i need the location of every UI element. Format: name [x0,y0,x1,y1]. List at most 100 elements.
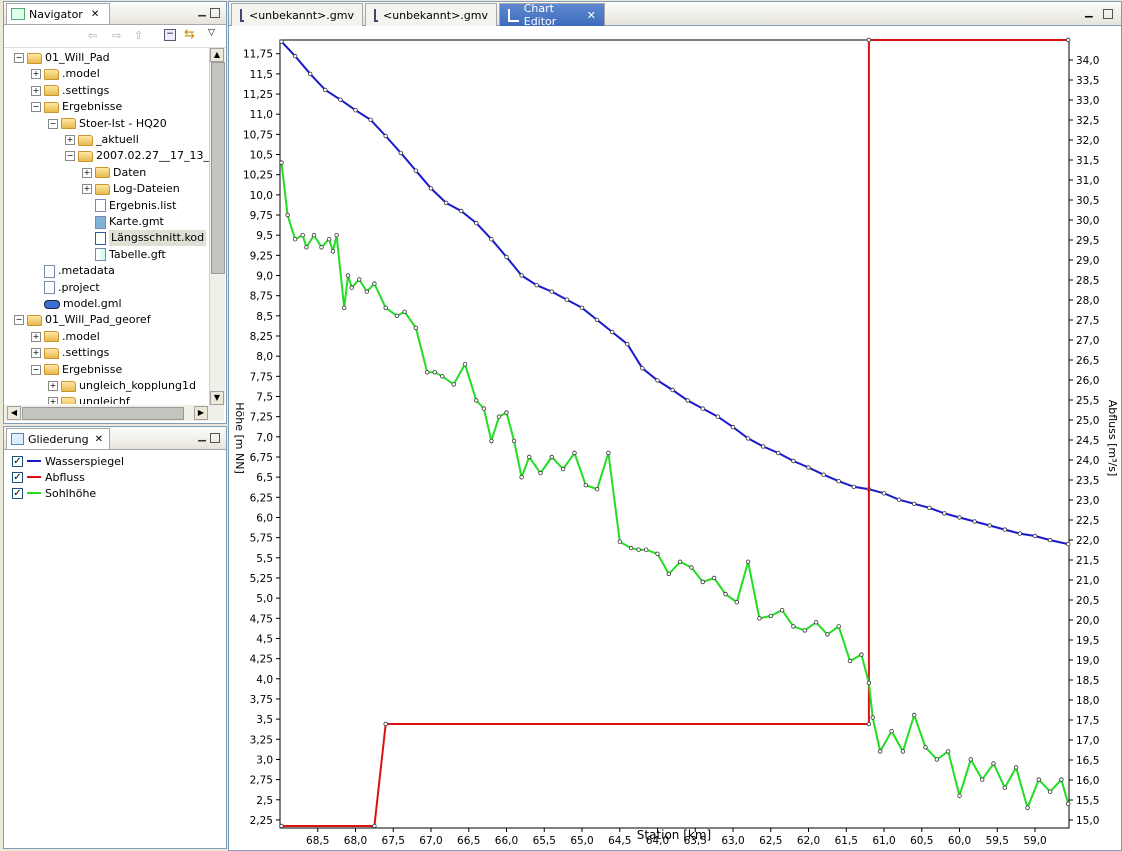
expand-icon[interactable]: + [82,184,92,195]
data-point [292,53,298,59]
tree-item[interactable]: + .model [31,329,100,345]
y-right-tick-label: 21,0 [1076,575,1099,587]
legend-item[interactable]: ✓ Sohlhöhe [12,485,212,501]
collapse-icon[interactable]: − [14,315,24,326]
tree-item[interactable]: + .settings [31,345,109,361]
tree-item[interactable]: Karte.gmt [82,214,164,230]
close-icon[interactable]: ✕ [90,8,100,20]
tree-item[interactable]: Tabelle.gft [82,247,166,263]
tree-item-label: Tabelle.gft [109,247,166,261]
tree-item[interactable]: Längsschnitt.kod [82,230,207,247]
tree-item[interactable]: + ungleichf [48,394,130,404]
y-right-tick-label: 28,5 [1076,275,1099,287]
link-editor-icon[interactable]: ⇆ [184,27,195,42]
close-icon[interactable]: ✕ [586,8,596,22]
x-tick-label: 68,5 [306,835,329,847]
y-left-tick-label: 4,25 [250,654,273,666]
tree-item[interactable]: + Log-Dateien [82,181,180,197]
data-point [813,620,819,625]
tree-item[interactable]: + Daten [82,165,146,181]
y-right-tick-label: 24,5 [1076,435,1099,447]
h-scroll-thumb[interactable] [22,407,184,420]
tab-navigator[interactable]: Navigator ✕ [6,3,110,24]
y-left-tick-label: 8,5 [256,311,273,323]
navigator-horizontal-scrollbar[interactable]: ◀ ▶ [4,405,224,421]
data-point [428,186,434,191]
tree-item[interactable]: Ergebnis.list [82,198,176,214]
expand-icon[interactable]: + [48,397,58,404]
scroll-right-icon[interactable]: ▶ [194,406,208,420]
legend-checkbox[interactable]: ✓ [12,471,23,483]
expand-icon[interactable]: + [31,85,41,96]
collapse-icon[interactable]: − [31,364,41,375]
expand-icon[interactable]: + [48,381,58,391]
tree-item[interactable]: + ungleich_kopplung1d [48,378,196,394]
legend-label: Wasserspiegel [45,454,125,468]
collapse-icon[interactable]: − [65,151,75,162]
tab-chart-editor[interactable]: Chart Editor ✕ [499,2,605,28]
data-point [878,749,883,754]
expand-icon[interactable]: + [31,348,41,359]
maximize-icon[interactable] [210,8,220,18]
expand-icon[interactable]: + [31,69,41,80]
tree-item[interactable]: model.gml [31,296,122,312]
chart-svg[interactable]: 11,75 11,5 11,25 11,0 10,75 10,5 10,25 10,0 9,75… [229,26,1119,850]
expand-icon[interactable]: + [31,331,41,342]
y-left-tick-label: 6,25 [250,492,273,504]
data-point [1066,541,1071,547]
tree-item[interactable]: − Stoer-Ist - HQ20 [48,116,167,132]
y-left-tick-label: 7,5 [256,391,273,403]
y-left-tick-label: 2,25 [250,815,273,827]
x-tick-label: 65,0 [570,835,593,847]
data-point [579,305,585,310]
tab-gliederung[interactable]: Gliederung ✕ [6,428,110,449]
tree-item[interactable]: + .settings [31,83,109,99]
legend-checkbox[interactable]: ✓ [12,455,23,467]
tree-item[interactable]: − Ergebnisse [31,99,122,115]
chart-file-icon [240,8,244,22]
minimize-icon[interactable]: ▁ [198,6,206,17]
maximize-icon[interactable] [1103,9,1113,19]
legend-item[interactable]: ✓ Abfluss [12,469,212,485]
legend-checkbox[interactable]: ✓ [12,487,23,499]
collapse-icon[interactable]: − [48,118,58,129]
up-folder-icon[interactable]: ⇧ [134,29,144,42]
scroll-up-icon[interactable]: ▲ [210,48,224,62]
scroll-thumb[interactable] [211,62,225,274]
collapse-icon[interactable]: − [31,102,41,113]
minimize-icon[interactable]: ▁ [198,431,206,442]
collapse-all-icon[interactable]: − [164,29,176,41]
forward-arrow-icon[interactable]: ⇨ [112,29,122,42]
expand-icon[interactable]: + [65,135,75,145]
maximize-icon[interactable] [210,433,220,443]
tree-item[interactable]: − 2007.02.27__17_13_1 [65,148,209,164]
tree-item[interactable]: − Ergebnisse [31,362,122,378]
tree-item[interactable]: .project [31,280,100,296]
back-arrow-icon[interactable]: ⇦ [88,29,98,42]
y-right-tick-label: 30,0 [1076,215,1099,227]
y-right-tick-label: 34,0 [1076,55,1099,67]
tree-item[interactable]: .metadata [31,263,115,279]
data-point [678,559,683,564]
tree-item[interactable]: − 01_Will_Pad_georef [14,312,151,328]
tree-item[interactable]: − 01_Will_Pad [14,50,110,66]
scroll-left-icon[interactable]: ◀ [7,406,21,420]
minimize-icon[interactable]: ▁ [1085,7,1093,18]
tree-item[interactable]: + _aktuell [65,132,139,148]
data-point [364,289,369,294]
data-point [560,466,566,472]
tree-item[interactable]: + .model [31,66,100,82]
data-point [757,616,762,621]
close-icon[interactable]: ✕ [94,433,103,445]
tree-item-label: 01_Will_Pad_georef [45,313,151,327]
legend-item[interactable]: ✓ Wasserspiegel [12,453,212,469]
collapse-icon[interactable]: − [14,53,24,63]
x-tick-label: 68,0 [344,835,367,847]
tab-unbekannt-gmv-1[interactable]: <unbekannt>.gmv [231,3,363,26]
navigator-vertical-scrollbar[interactable]: ▲ ▼ [209,48,225,405]
view-menu-icon[interactable]: ▽ [208,28,215,38]
scroll-down-icon[interactable]: ▼ [210,391,224,405]
tab-unbekannt-gmv-2[interactable]: <unbekannt>.gmv [365,3,497,26]
y-left-tick-label: 9,5 [256,230,273,242]
expand-icon[interactable]: + [82,167,92,178]
